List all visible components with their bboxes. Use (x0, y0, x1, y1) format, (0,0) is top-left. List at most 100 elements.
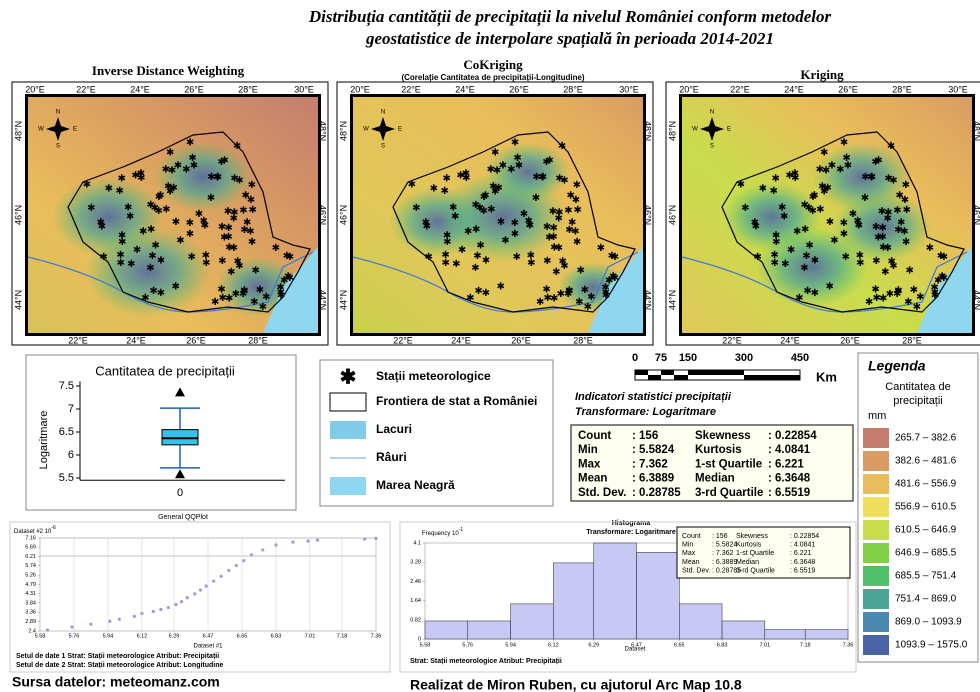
class-label: 481.6 – 556.9 (895, 479, 957, 490)
scale-label: 450 (791, 352, 809, 364)
station: ✱ (524, 216, 532, 227)
hist-bar (510, 603, 554, 640)
station: ✱ (235, 176, 243, 187)
station: ✱ (816, 205, 824, 216)
compass-label: S (381, 144, 385, 150)
station-symbol: ✱ (340, 366, 357, 388)
qq-point (198, 588, 203, 592)
station: ✱ (581, 285, 589, 296)
station: ✱ (115, 186, 123, 197)
hist-note: Strat: Stații meteorologice Atribut: Pre… (410, 658, 562, 665)
station: ✱ (771, 173, 779, 184)
outlier (175, 387, 185, 397)
station: ✱ (249, 205, 257, 216)
station: ✱ (147, 225, 155, 236)
qq-note: Setul de date 2 Strat: Stații meteorolog… (16, 662, 224, 669)
station: ✱ (449, 202, 457, 213)
class-swatch (863, 543, 889, 563)
station: ✱ (201, 220, 209, 231)
legend-item: Râuri (376, 450, 407, 464)
lon-label: 20°E (25, 84, 45, 94)
station: ✱ (186, 229, 194, 240)
station: ✱ (248, 237, 256, 248)
lon-label: 30°E (294, 84, 314, 94)
stat-cell: : 6.221 (790, 550, 812, 557)
scale-label: 150 (679, 352, 697, 364)
qq-note: Setul de date 1 Strat: Stații meteorolog… (16, 653, 219, 660)
lon-label: 30°E (619, 84, 639, 94)
stat-cell: Kurtosis (695, 444, 742, 456)
black-sea (917, 247, 972, 333)
x-tick-label: 5.76 (462, 642, 473, 648)
station: ✱ (926, 243, 934, 254)
station: ✱ (482, 256, 490, 267)
lon-label: 20°E (679, 84, 699, 94)
station: ✱ (555, 214, 563, 225)
stat-cell: Mean (682, 559, 700, 566)
class-swatch (863, 451, 889, 471)
station: ✱ (262, 292, 270, 303)
lon-label: 28°E (248, 335, 268, 345)
y-tick-label: 4.31 (25, 591, 36, 597)
station: ✱ (759, 184, 767, 195)
station: ✱ (830, 235, 838, 246)
class-label: 685.5 – 751.4 (895, 571, 957, 582)
station: ✱ (545, 233, 553, 244)
station: ✱ (549, 232, 557, 243)
station: ✱ (224, 232, 232, 243)
qq-point (242, 559, 246, 563)
qq-xlabel: Dataset #1 (193, 644, 223, 650)
station: ✱ (83, 180, 91, 191)
station: ✱ (856, 251, 864, 262)
lon-label: 20°E (350, 84, 370, 94)
map-layer: ✱✱✱✱✱✱✱✱✱✱✱✱✱✱ ✱✱✱✱✱✱✱✱✱✱✱✱✱✱✱✱✱✱✱✱✱✱✱✱✱✱… (353, 131, 643, 333)
station: ✱ (543, 256, 551, 267)
station: ✱ (861, 193, 869, 204)
y-tick-label: 6.5 (59, 426, 74, 438)
station: ✱ (889, 176, 897, 187)
station: ✱ (542, 157, 550, 168)
station: ✱ (808, 206, 816, 217)
class-swatch (863, 612, 889, 632)
station: ✱ (893, 289, 901, 300)
station: ✱ (443, 230, 451, 241)
compass (700, 117, 724, 141)
y-tick-label: 0.82 (410, 617, 421, 623)
station: ✱ (931, 287, 939, 298)
qq-point (261, 548, 265, 552)
station: ✱ (737, 180, 745, 191)
station: ✱ (496, 281, 504, 292)
station: ✱ (826, 217, 834, 228)
station: ✱ (602, 287, 610, 298)
station: ✱ (841, 252, 849, 263)
compass-label: W (38, 127, 44, 133)
station: ✱ (855, 221, 863, 232)
station: ✱ (557, 289, 565, 300)
x-tick-label: 6.47 (203, 633, 214, 639)
hist-bar (424, 620, 469, 640)
station: ✱ (87, 203, 95, 214)
station: ✱ (137, 173, 145, 184)
station: ✱ (611, 273, 619, 284)
qq-point (108, 619, 112, 623)
station: ✱ (828, 161, 836, 172)
y-tick-label: 7.16 (25, 535, 36, 541)
station: ✱ (903, 205, 911, 216)
compass-label: W (363, 127, 369, 133)
station: ✱ (126, 212, 134, 223)
station: ✱ (166, 187, 174, 198)
qq-point (306, 539, 310, 543)
lat-label: 44°N (972, 290, 980, 310)
station: ✱ (464, 226, 472, 237)
stat-cell: Count (578, 430, 611, 442)
qq-point (212, 579, 216, 583)
class-label: 610.5 – 646.9 (895, 525, 957, 536)
lon-label: 24°E (451, 335, 471, 345)
station: ✱ (609, 272, 617, 283)
y-tick-label: 5.5 (59, 472, 74, 484)
station: ✱ (849, 209, 857, 220)
station: ✱ (284, 272, 292, 283)
qq-point (179, 600, 184, 604)
station: ✱ (246, 227, 254, 238)
qq-point (374, 536, 378, 540)
